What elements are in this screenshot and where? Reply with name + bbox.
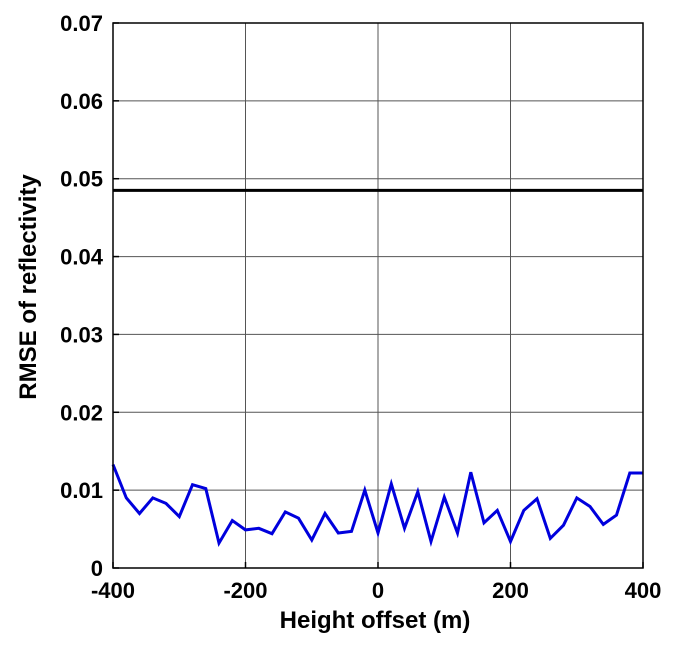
- series-line-blue: [111, 463, 643, 548]
- grid: [112, 22, 644, 569]
- y-tick-label: 0.04: [60, 245, 104, 270]
- y-tick-label: 0.06: [60, 89, 103, 114]
- x-axis-title: Height offset (m): [280, 607, 471, 634]
- x-tick-label: 0: [372, 578, 384, 603]
- y-tick-label: 0.05: [60, 167, 103, 192]
- y-tick-label: 0.02: [60, 400, 103, 425]
- x-tick-label: -400: [91, 578, 135, 603]
- y-tick-label: 0.01: [60, 478, 103, 503]
- y-tick-label: 0.07: [60, 11, 103, 36]
- y-axis-title: RMSE of reflectivity: [15, 174, 42, 400]
- y-tick-label: 0: [91, 556, 103, 581]
- x-tick-label: 400: [625, 578, 662, 603]
- series-layer: [111, 188, 643, 548]
- x-tick-label: 200: [492, 578, 529, 603]
- ticks: -400 -200 0 200 400 0 0.01 0.02 0.03 0.04 0.05 0.06…: [60, 11, 661, 603]
- x-tick-label: -200: [223, 578, 267, 603]
- y-tick-label: 0.03: [60, 322, 103, 347]
